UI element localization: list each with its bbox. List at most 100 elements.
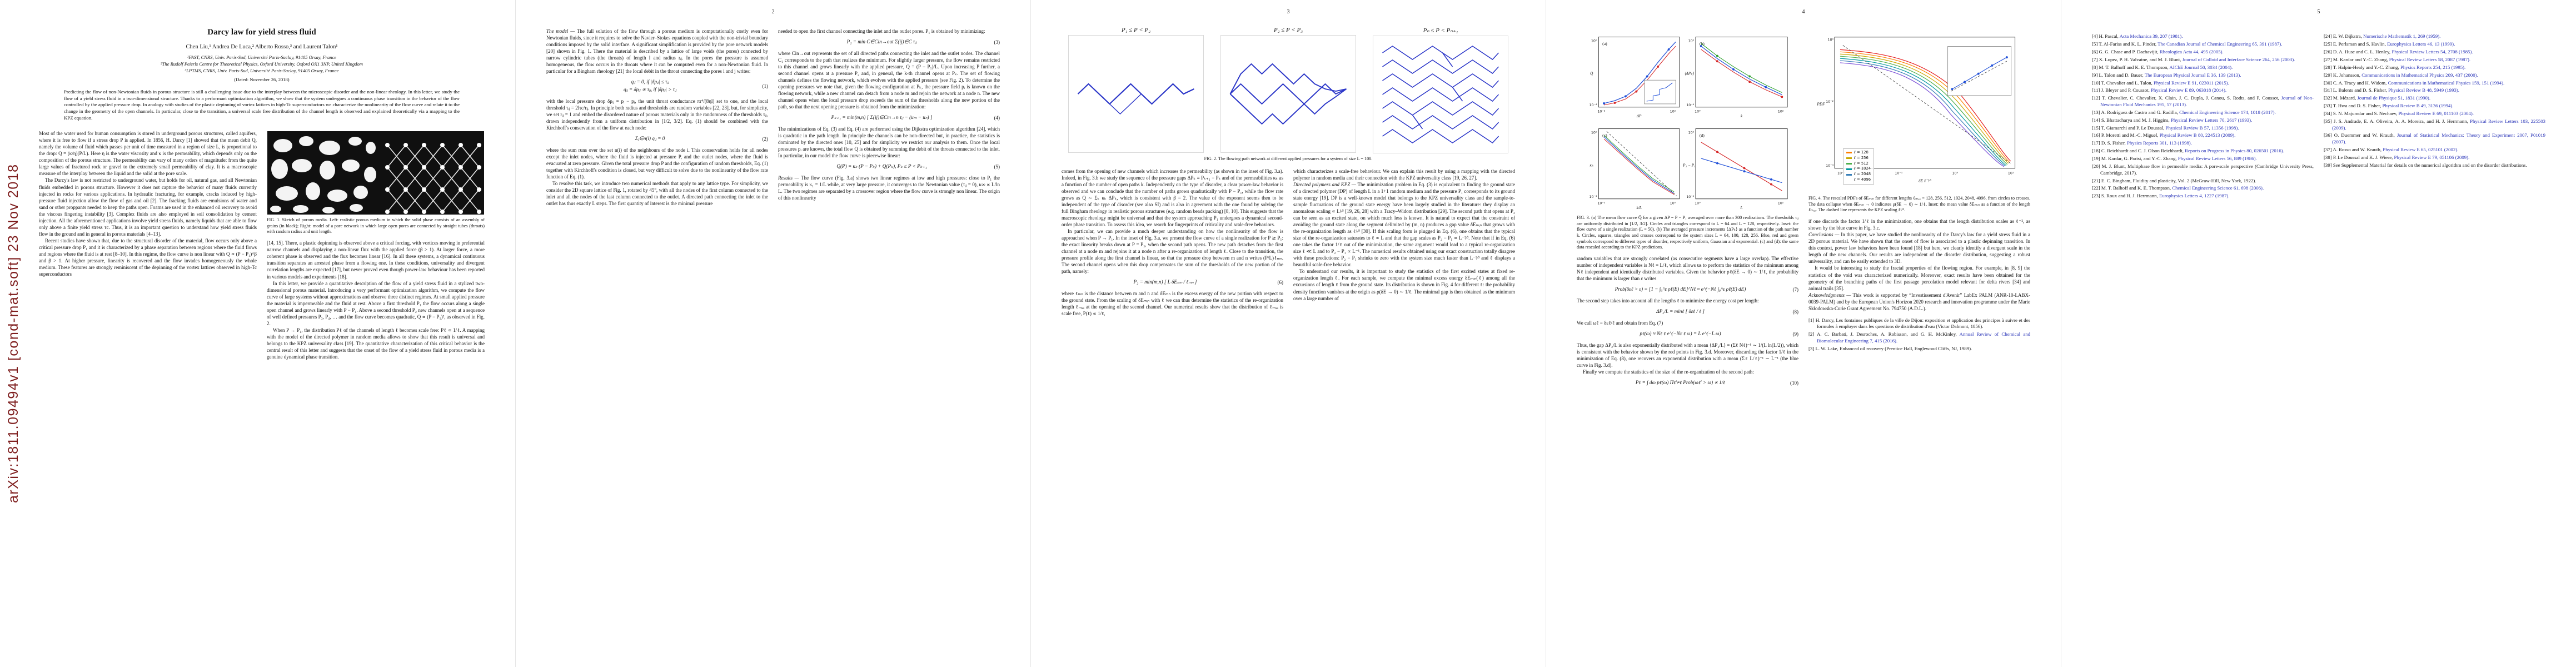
paragraph: Acknowledgments — This work is supported… <box>1808 292 2030 312</box>
reference-item: [21] E. C. Bingham, Fluidity and plastic… <box>2092 178 2314 184</box>
svg-text:10⁻⁴: 10⁻⁴ <box>1590 195 1597 199</box>
svg-text:10⁻²: 10⁻² <box>1826 99 1833 104</box>
reference-journal-link[interactable]: Communications in Mathematical Physics 1… <box>2388 79 2505 86</box>
reference-journal-link[interactable]: Physics Reports 254, 215 (1995). <box>2400 64 2466 70</box>
reference-text: [31] L. Balents and D. S. Fisher, <box>2324 87 2387 93</box>
reference-journal-link[interactable]: Physical Review E 89, 063018 (2014). <box>2150 87 2227 93</box>
reference-text: [35] J. S. Andrade, E. A. Oliveira, A. A… <box>2324 118 2468 125</box>
reference-item: [25] E. Perlsman and S. Havlin, Europhys… <box>2324 41 2545 47</box>
equation-2: Σⱼ∈n(i) qᵢⱼ = 0 (2) <box>635 136 768 142</box>
reference-item: [34] S. N. Majumdar and S. Nechaev, Phys… <box>2324 111 2545 117</box>
reference-journal-link[interactable]: Chemical Engineering Science 174, 1018 (… <box>2179 109 2276 115</box>
svg-text:10⁰: 10⁰ <box>1695 109 1701 113</box>
paragraph: Thus, the gap ΔP₂/L is also exponentiall… <box>1577 342 1798 368</box>
reference-journal-link[interactable]: The Canadian Journal of Chemical Enginee… <box>2158 41 2283 47</box>
paragraph: random variables that are strongly corre… <box>1577 256 1798 282</box>
page2-column-right: needed to open the first channel connect… <box>778 28 1000 207</box>
legend-color-chip <box>1846 157 1852 160</box>
fig4-plot-image: 10⁰ 10⁻² 10⁻⁴ 10⁻² 10⁻¹ 10⁰ 10¹ δE ℓ⁻¹⁄³… <box>1810 29 2029 193</box>
reference-text: [36] O. Duemmer and W. Krauth, <box>2324 132 2395 138</box>
reference-journal-link[interactable]: Physical Review E 65, 025101 (2002). <box>2383 146 2459 152</box>
reference-text: [12] T. Chevalier, C. Chevalier, X. Clai… <box>2092 95 2279 101</box>
paragraph-text: The full solution of the flow through a … <box>546 28 768 74</box>
reference-journal-link[interactable]: Physical Review E 69, 011103 (2004). <box>2398 111 2474 117</box>
paragraph: Conclusions — In this paper, we have stu… <box>1808 231 2030 265</box>
reference-text: [14] S. Bhattacharya and M. J. Higgins, <box>2092 117 2170 123</box>
reference-journal-link[interactable]: Physical Review B 80, 224513 (2009). <box>2159 132 2236 138</box>
reference-journal-link[interactable]: Physical Review B 48, 5949 (1993). <box>2388 87 2459 93</box>
legend-label: ℓ = 1024 <box>1854 166 1871 171</box>
paragraph: needed to open the first channel connect… <box>778 28 985 34</box>
reference-journal-link[interactable]: Reports on Progress in Physics 80, 02650… <box>2185 148 2284 154</box>
reference-journal-link[interactable]: Physical Review Letters 58, 2087 (1987). <box>2389 56 2471 62</box>
reference-journal-link[interactable]: Journal de Physique 51, 1831 (1990). <box>2357 95 2431 101</box>
reference-journal-link[interactable]: Europhysics Letters 46, 13 (1999). <box>2387 41 2455 47</box>
reference-journal-link[interactable]: Acta Mechanica 39, 207 (1981). <box>2119 33 2183 39</box>
paragraph: To resolve this task, we introduce two n… <box>546 181 768 207</box>
fig3-plot-image: (a) 10⁻² 10² 10⁰ 10⁻⁴ ΔP Q̄ <box>1580 29 1796 212</box>
legend-entry: ℓ = 4096 <box>1846 177 1871 183</box>
paragraph: if one discards the factor 1/ℓ in the mi… <box>1808 218 2030 231</box>
page1-column-left: Most of the water used for human consump… <box>39 130 257 360</box>
svg-text:10⁰: 10⁰ <box>1827 38 1833 42</box>
reference-journal-link[interactable]: Journal of Colloid and Interface Science… <box>2182 56 2295 62</box>
reference-journal-link[interactable]: Journal of Non-Newtonian Fluid Mechanics… <box>2100 95 2314 107</box>
reference-text: [7] X. Lopez, P. H. Valvatne, and M. J. … <box>2092 56 2181 62</box>
equation-8: ΔP₂/L = minℓ [ δεℓ / ℓ ] (8) <box>1656 308 1798 315</box>
page3-column-left: comes from the opening of new channels w… <box>1062 168 1283 317</box>
reference-journal-link[interactable]: Journal of Statistical Mechanics: Theory… <box>2332 132 2545 145</box>
reference-journal-link[interactable]: Physical Review Letters 70, 2617 (1993). <box>2170 117 2253 123</box>
reference-journal-link[interactable]: AIChE Journal 50, 3034 (2004). <box>2169 64 2233 70</box>
reference-journal-link[interactable]: Physical Review E 91, 023011 (2015). <box>2154 79 2229 86</box>
svg-text:ΔP: ΔP <box>1636 114 1642 118</box>
paragraph: Finally we compute the statistics of the… <box>1583 369 1754 375</box>
svg-text:10⁰: 10⁰ <box>1688 131 1695 135</box>
reference-text: [8] M. T. Balhoff and K. E. Thompson, <box>2092 64 2169 70</box>
reference-item: [8] M. T. Balhoff and K. E. Thompson, AI… <box>2092 64 2314 71</box>
figure-4: 10⁰ 10⁻² 10⁻⁴ 10⁻² 10⁻¹ 10⁰ 10¹ δE ℓ⁻¹⁄³… <box>1808 29 2030 213</box>
reference-journal-link[interactable]: Physics Reports 301, 113 (1998). <box>2126 140 2192 146</box>
svg-text:10⁻⁴: 10⁻⁴ <box>1826 163 1833 168</box>
fig1-grain-blobs <box>270 136 376 214</box>
page-3: 3 P₁ ≤ P < P₂ P₂ ≤ P < P₃ <box>1030 0 1546 667</box>
page5-references-left: [4] H. Pascal, Acta Mechanica 39, 207 (1… <box>2092 33 2314 201</box>
reference-item: [23] S. Roux and H. J. Herrmann, Europhy… <box>2092 193 2314 199</box>
svg-text:10⁰: 10⁰ <box>1688 39 1695 43</box>
reference-journal-link[interactable]: Numerische Mathematik 1, 269 (1959). <box>2363 33 2441 39</box>
reference-journal-link[interactable]: Europhysics Letters 4, 1227 (1987). <box>2159 193 2230 199</box>
reference-text: [34] S. N. Majumdar and S. Nechaev, <box>2324 111 2398 117</box>
svg-text:(a): (a) <box>1602 41 1607 46</box>
reference-journal-link[interactable]: Chemical Engineering Science 61, 698 (20… <box>2172 185 2264 191</box>
reference-item: [20] M. J. Blunt, Multiphase flow in per… <box>2092 163 2314 176</box>
reference-journal-link[interactable]: Communications in Mathematical Physics 2… <box>2361 72 2478 78</box>
reference-text: [18] C. Reichhardt and C. J. Olson Reich… <box>2092 148 2184 154</box>
reference-journal-link[interactable]: Physical Review B 49, 3136 (1994). <box>2382 103 2454 109</box>
fig1-network-throats <box>387 144 480 213</box>
reference-item: [5] T. Al-Fariss and K. L. Pinder, The C… <box>2092 41 2314 47</box>
reference-journal-link[interactable]: Physical Review E 79, 051106 (2009). <box>2394 154 2470 160</box>
reference-journal-link[interactable]: The European Physical Journal E 36, 139 … <box>2144 72 2241 78</box>
paragraph-text: The flow curve (Fig. 3.a) shows two line… <box>778 175 1000 201</box>
page4-column-left: (a) 10⁻² 10² 10⁰ 10⁻⁴ ΔP Q̄ <box>1577 28 1798 391</box>
reference-journal-link[interactable]: Physical Review Letters 56, 889 (1986). <box>2178 156 2257 162</box>
reference-journal-link[interactable]: Physical Review Letters 54, 2708 (1985). <box>2391 48 2473 54</box>
paragraph: We call ωℓ = δεℓ/ℓ and obtain from Eq. (… <box>1577 320 1663 326</box>
paragraph: The model — The full solution of the flo… <box>546 28 768 74</box>
reference-journal-link[interactable]: Physical Review B 57, 11356 (1998). <box>2165 125 2239 131</box>
page-5: 5 [4] H. Pascal, Acta Mechanica 39, 207 … <box>2061 0 2576 667</box>
page4-column-right: 10⁰ 10⁻² 10⁻⁴ 10⁻² 10⁻¹ 10⁰ 10¹ δE ℓ⁻¹⁄³… <box>1808 28 2030 391</box>
paragraph: The second step takes into account all t… <box>1577 298 1759 304</box>
fig4-legend: ℓ = 128 ℓ = 256 ℓ = 512 ℓ = 1024 ℓ = 2048 ℓ =… <box>1843 148 1875 185</box>
reference-journal-link[interactable]: Rheologica Acta 44, 495 (2005). <box>2159 48 2224 54</box>
reference-text: [27] M. Kardar and Y.-C. Zhang, <box>2324 56 2388 62</box>
page-number: 4 <box>1802 9 1805 15</box>
paragraph: where ℓₘₙ is the distance between m and … <box>1062 291 1283 317</box>
page3-column-right: which characterizes a scale-free behavio… <box>1293 168 1515 317</box>
reference-item: [16] P. Moretti and M.-C. Miguel, Physic… <box>2092 132 2314 138</box>
paper-title: Darcy law for yield stress fluid <box>207 28 316 37</box>
reference-journal-link[interactable]: Physical Review Letters 103, 225503 (200… <box>2332 118 2546 131</box>
reference-journal-link[interactable]: Annual Review of Chemical and Biomolecul… <box>1817 331 2030 344</box>
paragraph: Directed polymers and KPZ — The minimiza… <box>1293 181 1515 268</box>
reference-text: [23] S. Roux and H. J. Herrmann, <box>2092 193 2158 199</box>
reference-item: [29] K. Johansson, Communications in Mat… <box>2324 72 2545 78</box>
